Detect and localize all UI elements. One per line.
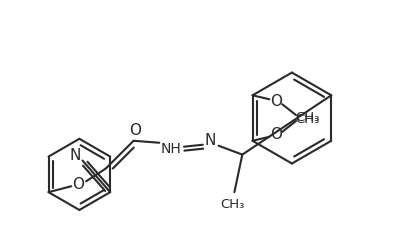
Text: CH₃: CH₃ (296, 111, 320, 124)
Text: NH: NH (161, 142, 182, 156)
Text: CH₃: CH₃ (220, 197, 245, 211)
Text: N: N (70, 148, 81, 163)
Text: N: N (205, 133, 216, 148)
Text: O: O (130, 123, 141, 138)
Text: CH₃: CH₃ (296, 113, 320, 126)
Text: O: O (72, 177, 84, 192)
Text: O: O (270, 94, 282, 109)
Text: O: O (270, 127, 282, 142)
